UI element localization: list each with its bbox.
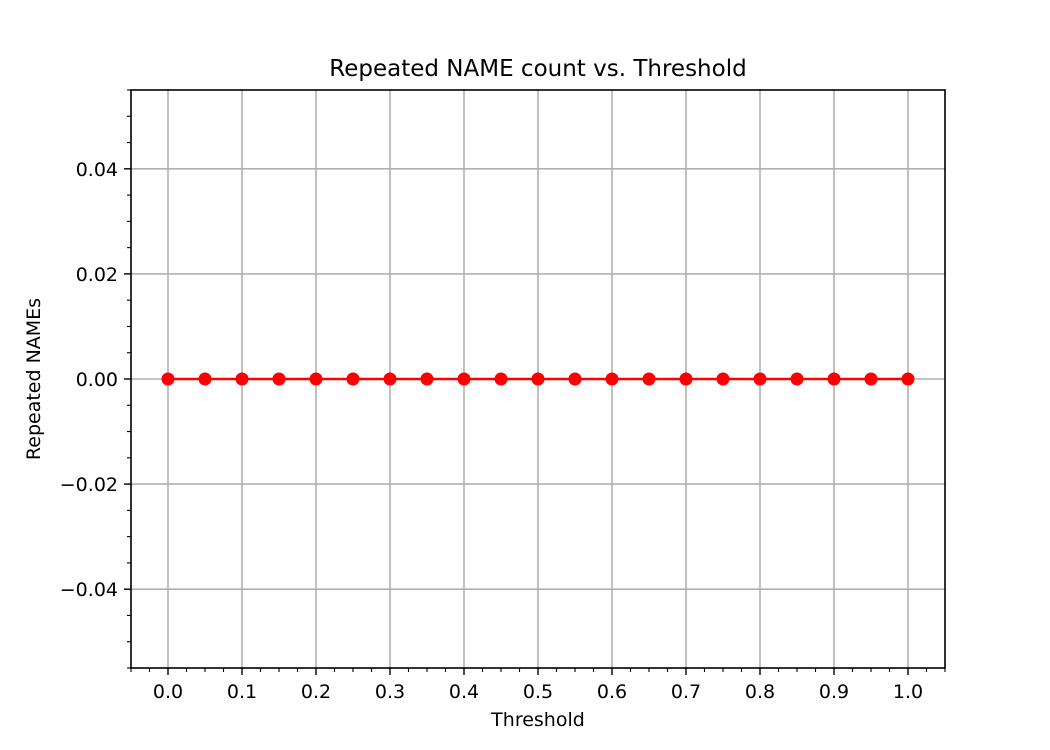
x-tick-label: 0.6 — [597, 681, 627, 703]
data-point-marker — [309, 372, 323, 386]
x-tick-label: 1.0 — [893, 681, 923, 703]
chart-title: Repeated NAME count vs. Threshold — [329, 56, 746, 82]
data-point-marker — [679, 372, 693, 386]
series-layer — [161, 372, 915, 386]
data-point-marker — [457, 372, 471, 386]
data-point-marker — [198, 372, 212, 386]
data-point-marker — [161, 372, 175, 386]
x-tick-label: 0.5 — [523, 681, 553, 703]
data-point-marker — [790, 372, 804, 386]
data-point-marker — [827, 372, 841, 386]
x-tick-label: 0.0 — [153, 681, 183, 703]
x-axis-label: Threshold — [490, 709, 585, 731]
data-point-marker — [272, 372, 286, 386]
data-point-marker — [494, 372, 508, 386]
data-point-marker — [605, 372, 619, 386]
x-tick-label: 0.3 — [375, 681, 405, 703]
x-tick-label: 0.1 — [227, 681, 257, 703]
x-tick-label: 0.8 — [745, 681, 775, 703]
data-point-marker — [568, 372, 582, 386]
data-point-marker — [420, 372, 434, 386]
data-point-marker — [753, 372, 767, 386]
x-tick-label: 0.2 — [301, 681, 331, 703]
data-point-marker — [716, 372, 730, 386]
x-tick-label: 0.9 — [819, 681, 849, 703]
y-tick-label: 0.04 — [76, 159, 118, 181]
y-axis-label: Repeated NAMEs — [23, 298, 45, 460]
x-tick-label: 0.4 — [449, 681, 479, 703]
y-tick-label: −0.04 — [60, 579, 118, 601]
data-point-marker — [383, 372, 397, 386]
x-tick-label: 0.7 — [671, 681, 701, 703]
data-point-marker — [235, 372, 249, 386]
data-point-marker — [864, 372, 878, 386]
data-point-marker — [642, 372, 656, 386]
y-tick-label: 0.00 — [76, 369, 118, 391]
y-tick-label: 0.02 — [76, 264, 118, 286]
data-point-marker — [346, 372, 360, 386]
data-point-marker — [901, 372, 915, 386]
data-point-marker — [531, 372, 545, 386]
y-tick-label: −0.02 — [60, 474, 118, 496]
axis-ticks: 0.0 0.1 0.2 0.3 0.4 0.5 0.6 0.7 0.8 0.9 1.0 −0.04 −0… — [60, 89, 946, 703]
